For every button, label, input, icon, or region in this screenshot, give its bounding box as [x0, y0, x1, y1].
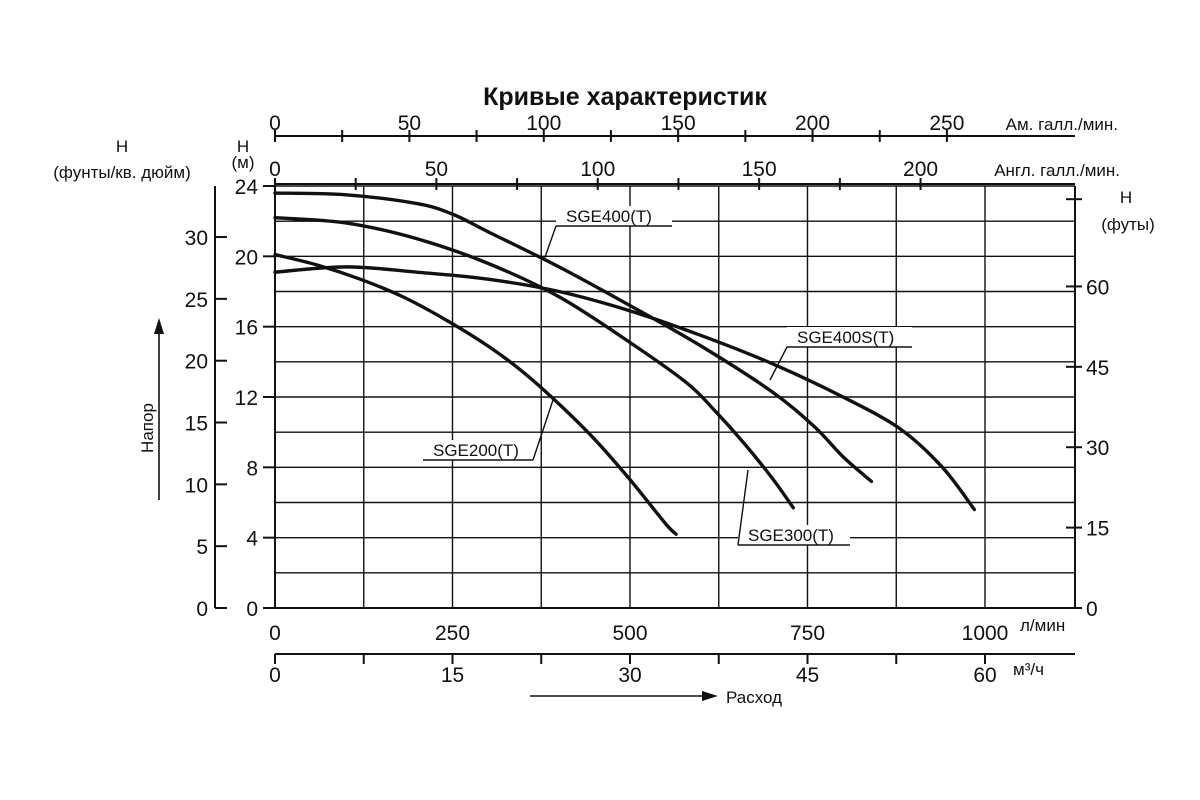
- m3h-axis-tick-label: 30: [618, 664, 641, 687]
- us-gallons-axis-tick-label: 50: [398, 112, 421, 135]
- us-gallons-axis-tick-label: 150: [661, 112, 696, 135]
- ft-axis-tick-label: 60: [1086, 276, 1109, 299]
- lpm-axis-tick-label: 500: [612, 622, 647, 645]
- m-axis-tick-label: 8: [246, 457, 258, 480]
- curve-label-leader: [737, 469, 749, 546]
- uk-gallons-axis-tick-label: 50: [425, 158, 448, 181]
- chart-title: Кривые характеристик: [483, 83, 767, 111]
- head-axis-label: Напор: [138, 403, 157, 453]
- psi-axis-unit-line2: (фунты/кв. дюйм): [53, 163, 191, 182]
- psi-axis-tick-label: 25: [185, 289, 208, 312]
- psi-axis-tick-label: 10: [185, 474, 208, 497]
- m-axis-tick-label: 16: [235, 317, 258, 340]
- m3h-axis-unit: м³/ч: [1013, 660, 1044, 679]
- psi-axis-tick-label: 30: [185, 227, 208, 250]
- chart-grid: [274, 185, 1076, 609]
- flow-axis-title: Расход: [530, 688, 782, 707]
- ft-axis-unit-line1: Н: [1120, 188, 1132, 207]
- curve-label-sge200-t: SGE200(T): [433, 441, 519, 460]
- us-gallons-axis-tick-label: 250: [929, 112, 964, 135]
- lpm-axis-tick-label: 0: [269, 622, 281, 645]
- curve-label-bg: [423, 440, 533, 460]
- performance-curves: [273, 191, 977, 536]
- head-axis-title: Напор: [138, 318, 164, 500]
- flow-axes: 0 250 500 750 1000 л/мин 0 15 30 45 60 м³/ч: [269, 607, 1075, 687]
- us-gallons-axis-tick-label: 100: [526, 112, 561, 135]
- uk-gallons-axis-unit: Англ. галл./мин.: [994, 161, 1120, 180]
- uk-gallons-axis-tick-label: 0: [269, 158, 281, 181]
- curve-labels: SGE200(T) SGE300(T) SGE400(T) SGE400S(T): [423, 206, 912, 546]
- us-gallons-axis-tick-label: 0: [269, 112, 281, 135]
- ft-axis-unit-line2: (футы): [1101, 215, 1155, 234]
- m-axis-tick-label: 24: [235, 176, 259, 199]
- curve-label-bg: [787, 327, 912, 347]
- curve-label-leader: [532, 399, 554, 461]
- uk-gallons-axis: 0 50 100 150 200 Англ. галл./мин.: [269, 158, 1120, 190]
- lpm-axis-tick-label: 750: [790, 622, 825, 645]
- ft-axis-tick-label: 45: [1086, 357, 1109, 380]
- curve-sge300-t: [273, 215, 795, 510]
- curve-sge200-t: [273, 252, 678, 536]
- curve-label-bg: [738, 525, 850, 545]
- psi-axis-tick-label: 0: [196, 598, 208, 621]
- uk-gallons-axis-tick-label: 150: [742, 158, 777, 181]
- curve-label-sge400s-t: SGE400S(T): [797, 328, 894, 347]
- curve-label-leader: [769, 346, 788, 381]
- lpm-axis-tick-label: 250: [435, 622, 470, 645]
- ft-axis-tick-label: 15: [1086, 518, 1109, 541]
- head-arrow-icon: [154, 318, 164, 334]
- uk-gallons-axis-tick-label: 100: [580, 158, 615, 181]
- m-axis-tick-label: 12: [235, 387, 258, 410]
- psi-axis-tick-label: 20: [185, 351, 208, 374]
- m-axis-tick-label: 20: [235, 246, 258, 269]
- us-gallons-axis-tick-label: 200: [795, 112, 830, 135]
- curve-label-sge400-t: SGE400(T): [566, 207, 652, 226]
- flow-axis-label: Расход: [726, 688, 782, 707]
- m3h-axis-tick-label: 0: [269, 664, 281, 687]
- m-axis-unit-line1: Н: [237, 137, 249, 156]
- ft-axis-tick-label: 0: [1086, 598, 1098, 621]
- lpm-axis-unit: л/мин: [1020, 616, 1065, 635]
- psi-axis-tick-label: 5: [196, 536, 208, 559]
- curve-label-sge300-t: SGE300(T): [748, 526, 834, 545]
- lpm-axis-tick-label: 1000: [962, 622, 1009, 645]
- m-axis-unit-line2: (м): [231, 153, 254, 172]
- ft-axis-tick-label: 30: [1086, 437, 1109, 460]
- feet-head-axis: 0 15 30 45 60: [1066, 198, 1109, 621]
- uk-gallons-axis-tick-label: 200: [903, 158, 938, 181]
- flow-arrow-icon: [702, 691, 718, 701]
- psi-axis-unit-line1: Н: [116, 137, 128, 156]
- m3h-axis-tick-label: 45: [796, 664, 819, 687]
- us-gallons-axis: 0 50 100 150 200 250 Ам. галл./мин.: [269, 112, 1118, 142]
- m3h-axis-tick-label: 15: [441, 664, 464, 687]
- curve-sge400s-t: [273, 265, 977, 512]
- curve-sge400-t: [273, 191, 874, 484]
- m-axis-tick-label: 0: [246, 598, 258, 621]
- curve-label-bg: [556, 206, 672, 226]
- curve-label-leader: [543, 225, 557, 261]
- psi-axis-tick-label: 15: [185, 413, 208, 436]
- m3h-axis-tick-label: 60: [973, 664, 996, 687]
- us-gallons-axis-unit: Ам. галл./мин.: [1006, 115, 1118, 134]
- left-head-axes: 0 4 8 12 16 20 24 0 5 10 15 20 25 30: [185, 176, 276, 621]
- m-axis-tick-label: 4: [246, 528, 258, 551]
